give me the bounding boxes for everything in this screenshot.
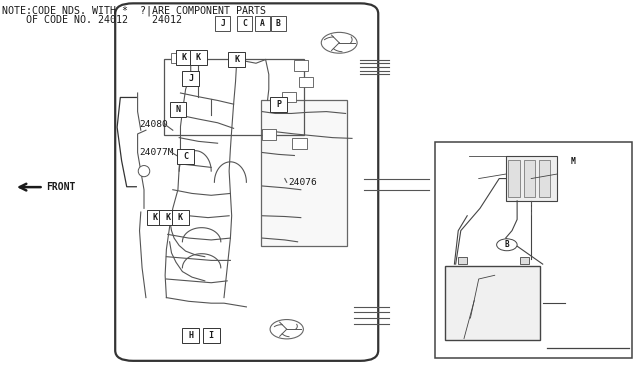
Text: K: K <box>152 213 157 222</box>
Circle shape <box>321 32 357 53</box>
FancyBboxPatch shape <box>170 102 186 117</box>
FancyBboxPatch shape <box>115 3 378 361</box>
Text: B: B <box>504 240 509 249</box>
Text: 24076: 24076 <box>288 178 317 187</box>
Text: 24345: 24345 <box>445 152 471 161</box>
FancyBboxPatch shape <box>172 210 189 225</box>
Bar <box>445 266 540 340</box>
FancyBboxPatch shape <box>270 97 287 112</box>
FancyBboxPatch shape <box>299 77 313 87</box>
Text: R240005K: R240005K <box>538 347 580 356</box>
Text: OF CODE NO. 24012    24012: OF CODE NO. 24012 24012 <box>2 15 182 25</box>
Bar <box>435 142 632 358</box>
FancyBboxPatch shape <box>190 50 207 65</box>
Text: 24080: 24080 <box>140 120 168 129</box>
Text: H: H <box>188 331 193 340</box>
Text: J: J <box>220 19 225 28</box>
Bar <box>539 160 550 197</box>
Bar <box>506 156 557 201</box>
FancyBboxPatch shape <box>147 210 163 225</box>
Bar <box>508 160 520 197</box>
FancyBboxPatch shape <box>203 328 220 343</box>
Circle shape <box>497 239 517 251</box>
Text: K: K <box>196 53 201 62</box>
Bar <box>458 257 467 264</box>
Text: NOTE:CODE NDS. WITH *  ?|ARE COMPONENT PARTS: NOTE:CODE NDS. WITH * ?|ARE COMPONENT PA… <box>2 6 266 16</box>
FancyBboxPatch shape <box>159 210 176 225</box>
Text: M: M <box>570 157 575 166</box>
Text: 24077M: 24077M <box>140 148 174 157</box>
Text: 24015G: 24015G <box>445 296 476 305</box>
FancyBboxPatch shape <box>215 16 230 31</box>
FancyBboxPatch shape <box>564 154 582 169</box>
Text: K: K <box>234 55 239 64</box>
FancyBboxPatch shape <box>182 71 199 86</box>
FancyBboxPatch shape <box>176 50 193 65</box>
Text: J: J <box>188 74 193 83</box>
FancyBboxPatch shape <box>171 53 185 63</box>
FancyBboxPatch shape <box>182 328 199 343</box>
FancyBboxPatch shape <box>177 149 194 164</box>
FancyBboxPatch shape <box>294 60 308 71</box>
Ellipse shape <box>138 166 150 177</box>
FancyBboxPatch shape <box>237 16 252 31</box>
Text: K: K <box>165 213 170 222</box>
Text: P: P <box>276 100 281 109</box>
Text: 24016P?|: 24016P?| <box>442 174 484 183</box>
Text: I: I <box>209 331 214 340</box>
Text: B: B <box>276 19 281 28</box>
Text: FRONT: FRONT <box>46 182 76 192</box>
Text: K: K <box>182 53 187 62</box>
Text: C: C <box>242 19 247 28</box>
Text: 24381M?|: 24381M?| <box>532 174 575 183</box>
Text: A: A <box>260 19 265 28</box>
Circle shape <box>270 320 303 339</box>
Text: N: N <box>175 105 180 114</box>
FancyBboxPatch shape <box>255 16 270 31</box>
Text: 24080: 24080 <box>498 271 524 280</box>
Text: C: C <box>183 152 188 161</box>
Text: 0B146-8162G: 0B146-8162G <box>512 240 570 249</box>
Bar <box>524 160 535 197</box>
FancyBboxPatch shape <box>271 16 286 31</box>
FancyBboxPatch shape <box>282 92 296 102</box>
FancyBboxPatch shape <box>292 138 307 149</box>
FancyBboxPatch shape <box>261 100 347 246</box>
FancyBboxPatch shape <box>262 129 276 140</box>
Bar <box>520 257 529 264</box>
FancyBboxPatch shape <box>228 52 245 67</box>
Text: K: K <box>178 213 183 222</box>
